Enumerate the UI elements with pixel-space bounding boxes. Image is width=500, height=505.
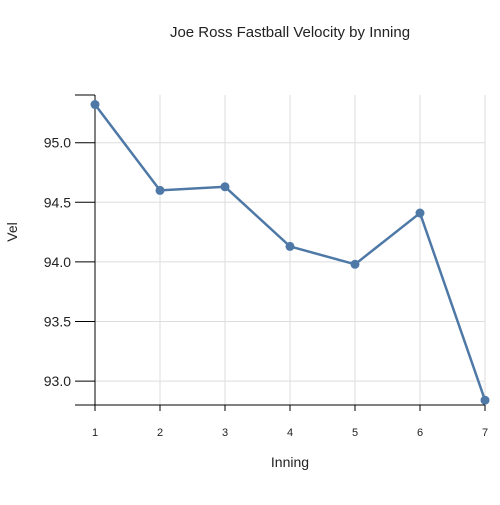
axes	[75, 95, 485, 410]
data-point-inning-7[interactable]	[480, 395, 490, 405]
x-axis-label: Inning	[271, 454, 309, 470]
y-tick-label: 94.5	[44, 194, 71, 210]
data-point-inning-3[interactable]	[220, 182, 230, 192]
data-point-inning-6[interactable]	[415, 208, 425, 218]
data-point-inning-5[interactable]	[350, 259, 360, 269]
x-tick-label: 2	[157, 427, 163, 439]
x-tick-label: 7	[482, 427, 488, 439]
y-tick-label: 93.5	[44, 314, 71, 330]
x-tick-label: 4	[287, 427, 293, 439]
y-axis-label: Vel	[4, 222, 20, 241]
series	[90, 100, 490, 405]
tick-labels: 1 2 3 4 5 6 7 93.0 93.5 94.0 94.5 95.0	[44, 94, 488, 439]
x-tick-label: 3	[222, 427, 228, 439]
data-point-inning-4[interactable]	[285, 241, 295, 251]
grid	[94, 95, 486, 405]
chart-title: Joe Ross Fastball Velocity by Inning	[170, 24, 410, 41]
y-tick-label: 94.0	[44, 254, 71, 270]
data-point-inning-2[interactable]	[155, 185, 165, 195]
y-tick-label: 93.0	[44, 373, 71, 389]
x-tick-label: 6	[417, 427, 423, 439]
x-tick-label: 5	[352, 427, 358, 439]
y-tick-label: 95.0	[44, 135, 71, 151]
x-tick-label: 1	[92, 427, 98, 439]
data-point-inning-1[interactable]	[90, 100, 100, 110]
